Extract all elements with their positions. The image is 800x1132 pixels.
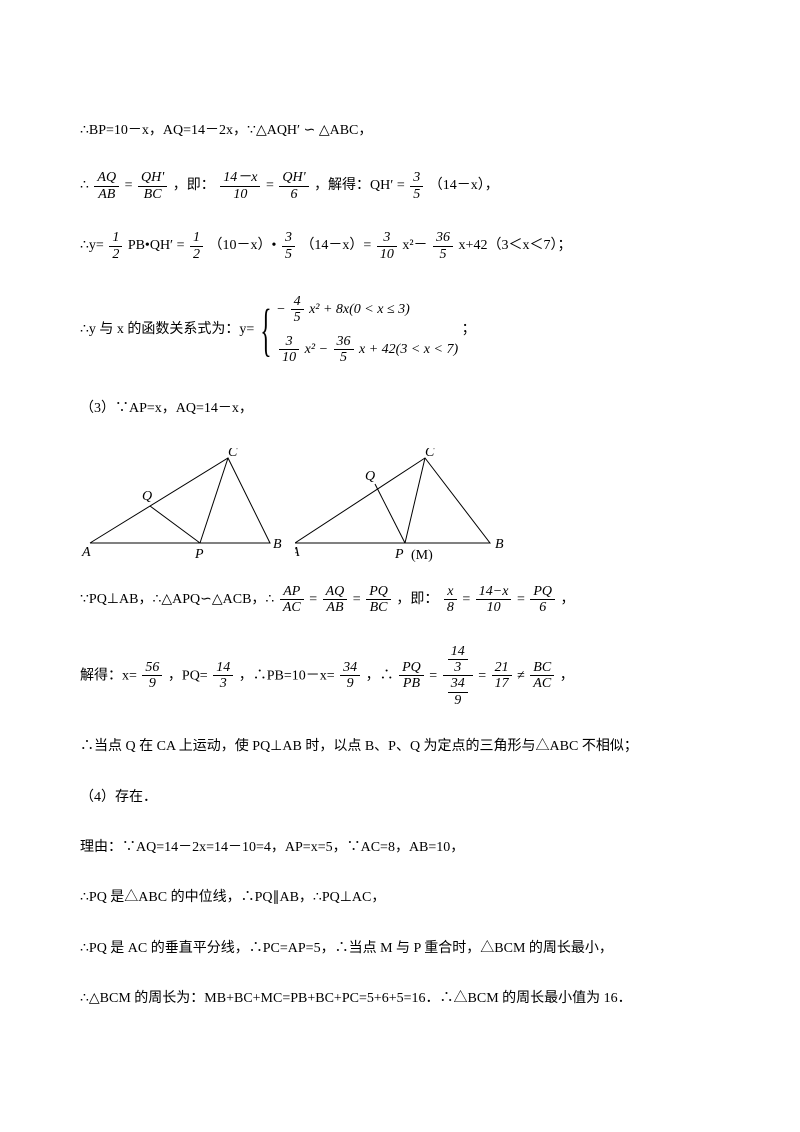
text: x+42（3＜x＜7）； bbox=[459, 238, 572, 253]
fraction: PQBC bbox=[366, 584, 391, 616]
fraction: 365 bbox=[334, 334, 354, 366]
math-line: ∴ AQAB = QH'BC ，即： 14－x10 = QH'6 ，解得：QH′… bbox=[80, 170, 720, 202]
math-line-piecewise: ∴y 与 x 的函数关系式为：y= { − 45 x² + 8x(0 < x ≤… bbox=[80, 290, 720, 370]
label-B: B bbox=[495, 537, 504, 552]
fraction: 35 bbox=[282, 230, 295, 262]
text: （3）∵AP=x，AQ=14－x， bbox=[80, 401, 253, 416]
math-line: 解得：x= 569 ，PQ= 143 ，∴PB=10－x= 349 ，∴ PQP… bbox=[80, 644, 720, 709]
text-line: ∴PQ 是 AC 的垂直平分线，∴PC=AP=5，∴当点 M 与 P 重合时，△… bbox=[80, 938, 720, 960]
text: （14－x）， bbox=[429, 179, 499, 194]
text: ， bbox=[561, 592, 575, 607]
label-C: C bbox=[228, 448, 238, 460]
text-line: ∴当点 Q 在 CA 上运动，使 PQ⊥AB 时，以点 B、P、Q 为定点的三角… bbox=[80, 736, 720, 758]
fraction: 310 bbox=[377, 230, 397, 262]
text: ，∴PB=10－x= bbox=[239, 668, 335, 683]
text-line: ∴△BCM 的周长为：MB+BC+MC=PB+BC+PC=5+6+5=16．∴△… bbox=[80, 988, 720, 1010]
text: ； bbox=[462, 322, 476, 337]
fraction: x8 bbox=[444, 584, 457, 616]
text: （14－x）= bbox=[300, 238, 371, 253]
eq: = bbox=[266, 179, 274, 194]
piece-row: − 45 x² + 8x(0 < x ≤ 3) bbox=[277, 290, 458, 330]
label-P: P bbox=[194, 547, 204, 562]
fraction: QH'BC bbox=[138, 170, 167, 202]
text: ，即： bbox=[173, 179, 215, 194]
text-line: ∴PQ 是△ABC 的中位线，∴PQ∥AB，∴PQ⊥AC， bbox=[80, 887, 720, 909]
label-M: (M) bbox=[411, 548, 433, 563]
fraction: 569 bbox=[142, 660, 162, 692]
fraction: 45 bbox=[291, 294, 304, 326]
piece-row: 310 x² − 365 x + 42(3 < x < 7) bbox=[277, 330, 458, 370]
triangle-diagrams: A P B C Q A P (M) B C Q bbox=[80, 448, 720, 568]
text: 解得：x= bbox=[80, 668, 137, 683]
eq: = bbox=[125, 179, 133, 194]
math-line: ∵PQ⊥AB，∴△APQ∽△ACB，∴ APAC = AQAB = PQBC ，… bbox=[80, 584, 720, 616]
fraction: QH'6 bbox=[279, 170, 308, 202]
label-Q: Q bbox=[365, 469, 375, 484]
text-line: （4）存在． bbox=[80, 787, 720, 809]
text: ∴ bbox=[80, 179, 89, 194]
text: ∴y 与 x 的函数关系式为：y= bbox=[80, 322, 254, 337]
label-Q: Q bbox=[142, 489, 152, 504]
fraction: 349 bbox=[340, 660, 360, 692]
text-line: ∴BP=10－x，AQ=14－2x，∵△AQH′ ∽ △ABC， bbox=[80, 120, 720, 142]
fraction: 12 bbox=[190, 230, 203, 262]
fraction: AQAB bbox=[94, 170, 119, 202]
fraction: AQAB bbox=[323, 584, 348, 616]
label-C: C bbox=[425, 448, 435, 460]
fraction: APAC bbox=[280, 584, 304, 616]
fraction: 310 bbox=[279, 334, 299, 366]
fraction: PQPB bbox=[399, 660, 424, 692]
text-line: 理由：∵AQ=14－2x=14－10=4，AP=x=5，∵AC=8，AB=10， bbox=[80, 837, 720, 859]
text: ∴y= bbox=[80, 238, 104, 253]
text: ，解得：QH′ = bbox=[314, 179, 405, 194]
label-A: A bbox=[295, 545, 300, 560]
label-P: P bbox=[394, 547, 404, 562]
text: ，PQ= bbox=[168, 668, 208, 683]
compound-fraction: 143 349 bbox=[443, 644, 473, 709]
fraction: 14－x10 bbox=[220, 170, 260, 202]
brace-icon: { bbox=[260, 304, 271, 356]
fraction: 12 bbox=[109, 230, 122, 262]
text-line: （3）∵AP=x，AQ=14－x， bbox=[80, 398, 720, 420]
label-B: B bbox=[273, 537, 282, 552]
fraction: BCAC bbox=[530, 660, 554, 692]
text: x²－ bbox=[402, 238, 427, 253]
triangle-diagram-1: A P B C Q bbox=[80, 448, 295, 568]
triangle-diagram-2: A P (M) B C Q bbox=[295, 448, 525, 568]
fraction: 143 bbox=[213, 660, 233, 692]
label-A: A bbox=[81, 545, 91, 560]
math-line: ∴y= 12 PB•QH′ = 12 （10－x）• 35 （14－x）= 31… bbox=[80, 230, 720, 262]
fraction: PQ6 bbox=[530, 584, 555, 616]
fraction: 365 bbox=[433, 230, 453, 262]
text: ，即： bbox=[396, 592, 438, 607]
fraction: 2117 bbox=[492, 660, 512, 692]
text: ∵PQ⊥AB，∴△APQ∽△ACB，∴ bbox=[80, 592, 274, 607]
text: PB•QH′ = bbox=[128, 238, 185, 253]
fraction: 35 bbox=[410, 170, 423, 202]
fraction: 14−x10 bbox=[476, 584, 512, 616]
text: ∴BP=10－x，AQ=14－2x，∵△AQH′ ∽ △ABC， bbox=[80, 123, 372, 138]
text: ， bbox=[560, 668, 574, 683]
text: （10－x）• bbox=[209, 238, 277, 253]
text: ，∴ bbox=[366, 668, 394, 683]
